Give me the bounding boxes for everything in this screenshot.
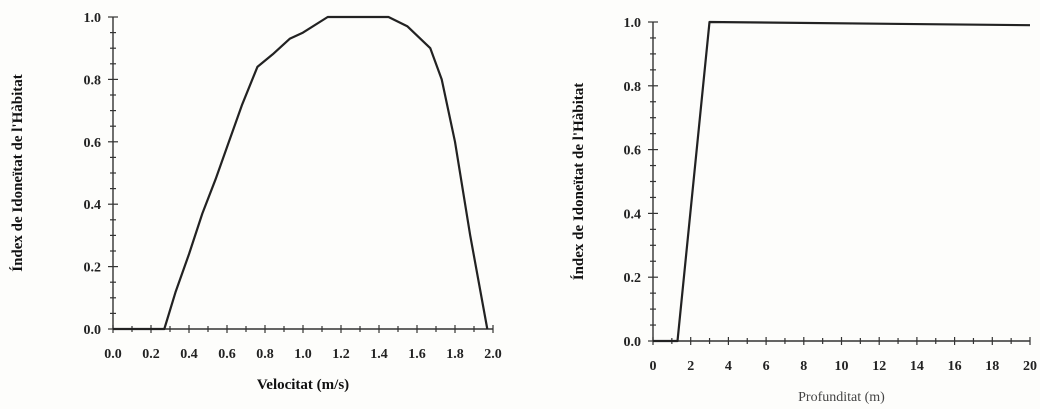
x-tick-label: 10 <box>835 359 849 374</box>
x-tick-label: 20 <box>1023 359 1037 374</box>
x-axis-title: Velocitat (m/s) <box>257 377 349 393</box>
x-tick-label: 4 <box>725 359 732 374</box>
x-tick-label: 1.6 <box>408 347 426 362</box>
x-tick-label: 14 <box>910 359 924 374</box>
y-tick-label: 1.0 <box>84 11 102 26</box>
x-axis-title: Profunditat (m) <box>798 390 885 405</box>
x-tick-label: 0 <box>650 359 657 374</box>
x-tick-label: 1.2 <box>332 347 350 362</box>
series-line <box>113 15 489 331</box>
series-line <box>653 20 1031 343</box>
y-tick-label: 1.0 <box>624 16 642 31</box>
x-tick-label: 1.8 <box>446 347 464 362</box>
x-tick-label: 2.0 <box>484 347 502 362</box>
y-tick-label: 0.2 <box>624 271 642 286</box>
x-tick-label: 1.4 <box>370 347 388 362</box>
x-tick-label: 0.0 <box>104 347 122 362</box>
x-tick-label: 0.8 <box>256 347 274 362</box>
y-tick-label: 0.4 <box>84 198 102 213</box>
velocity-chart: 0.0 0.2 0.4 0.6 0.8 1.0 0.0 0.2 0.4 0.6 0.8 1.0 1.2 1… <box>9 11 502 393</box>
y-axis-title: Índex de Idoneïtat de l'Hàbitat <box>9 74 26 272</box>
depth-chart: 0.0 0.2 0.4 0.6 0.8 1.0 0 2 4 6 8 10 12 14 16 18 20 Profu… <box>570 16 1037 405</box>
x-tick-label: 1.0 <box>294 347 312 362</box>
x-tick-label: 0.6 <box>218 347 236 362</box>
x-tick-label: 18 <box>985 359 999 374</box>
x-tick-label: 0.4 <box>180 347 198 362</box>
y-tick-label: 0.8 <box>84 73 102 88</box>
y-tick-label: 0.0 <box>624 335 642 350</box>
y-tick-label: 0.6 <box>84 136 102 151</box>
y-tick-label: 0.0 <box>84 323 102 338</box>
x-tick-label: 2 <box>687 359 694 374</box>
x-tick-label: 6 <box>763 359 770 374</box>
y-tick-label: 0.2 <box>84 261 102 276</box>
y-tick-label: 0.8 <box>624 80 642 95</box>
x-tick-label: 16 <box>948 359 962 374</box>
y-tick-label: 0.6 <box>624 144 642 159</box>
x-tick-label: 8 <box>800 359 807 374</box>
y-tick-label: 0.4 <box>624 207 642 222</box>
x-tick-label: 12 <box>872 359 886 374</box>
y-axis-title: Índex de Idoneïtat de l'Hàbitat <box>570 83 587 281</box>
x-tick-label: 0.2 <box>142 347 160 362</box>
